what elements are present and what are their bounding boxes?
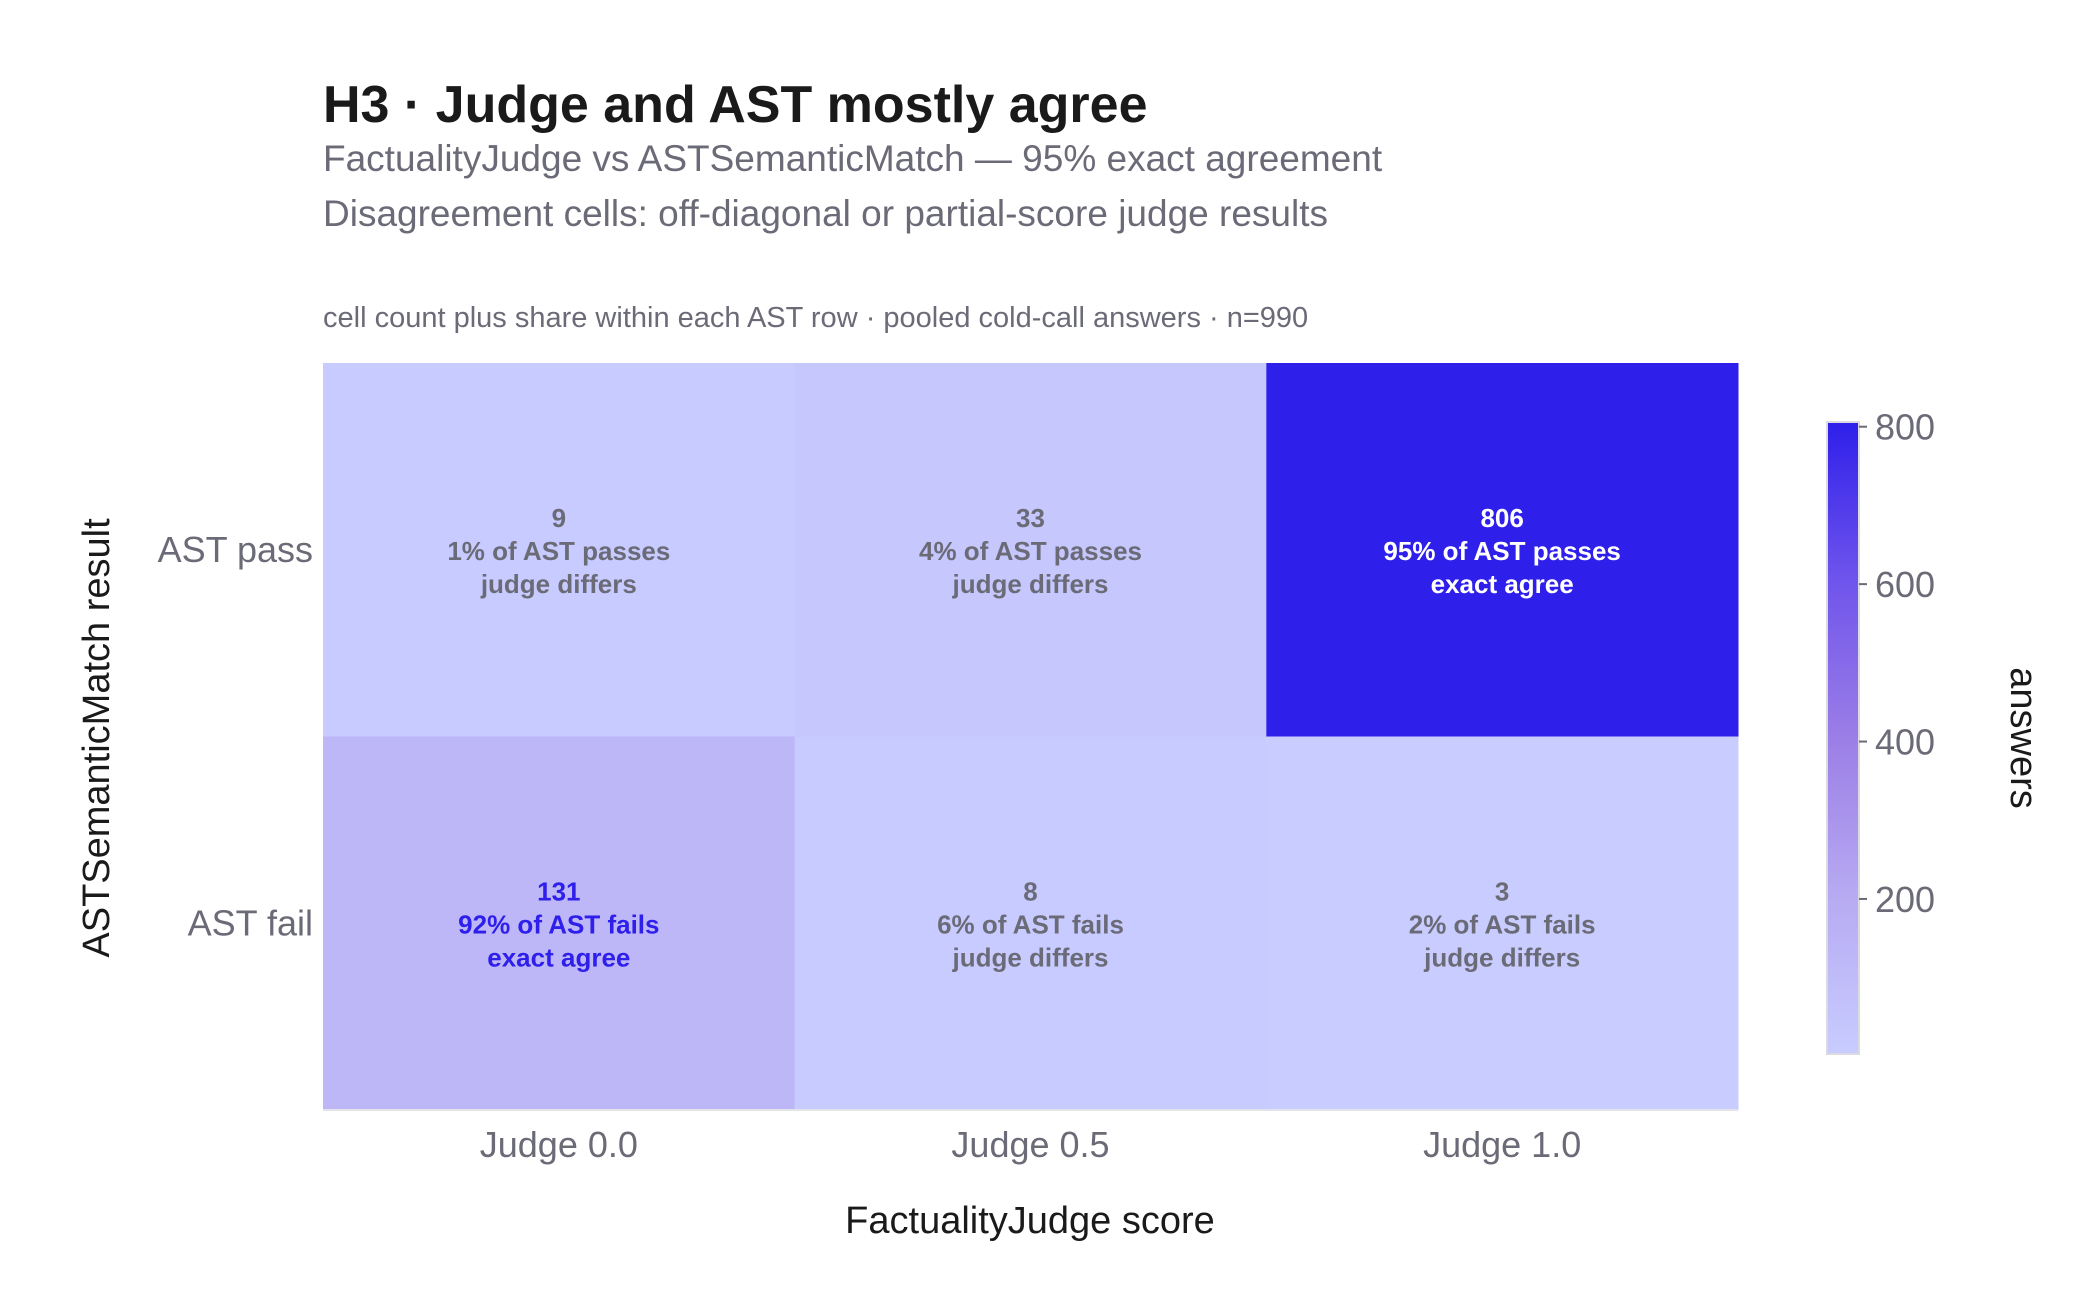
cell-note-r1-c0: exact agree [487, 942, 630, 972]
x-tick-label-1: Judge 0.5 [951, 1124, 1109, 1165]
cell-count-r1-c1: 8 [1023, 876, 1037, 906]
cell-count-r0-c2: 806 [1480, 503, 1523, 533]
cell-share-r1-c2: 2% of AST fails [1409, 909, 1596, 939]
chart-title: H3 · Judge and AST mostly agree [323, 76, 1147, 134]
chart-caption: cell count plus share within each AST ro… [323, 302, 1308, 334]
x-tick-labels: Judge 0.0 Judge 0.5 Judge 1.0 [480, 1124, 1581, 1165]
cell-share-r0-c1: 4% of AST passes [919, 536, 1142, 566]
cell-share-r1-c1: 6% of AST fails [937, 909, 1124, 939]
colorbar-gradient [1826, 421, 1860, 1055]
chart-subtitle-line-2: Disagreement cells: off-diagonal or part… [323, 193, 1328, 234]
heatmap-cell-r1-c1 [794, 736, 1267, 1111]
cell-note-r0-c2: exact agree [1431, 569, 1574, 599]
cell-count-r1-c2: 3 [1495, 876, 1509, 906]
colorbar-tick-label-2: 600 [1875, 564, 1935, 605]
cell-count-r0-c1: 33 [1016, 503, 1045, 533]
heatmap-cell-r0-c2 [1266, 363, 1739, 737]
heatmap-cell-r1-c0 [323, 736, 796, 1111]
colorbar-tick-label-3: 800 [1875, 407, 1935, 448]
cell-note-r1-c2: judge differs [1423, 942, 1580, 972]
heatmap-cell-r0-c1 [794, 363, 1267, 737]
heatmap-cell-r1-c2 [1266, 736, 1739, 1111]
heatmap-cell-r0-c0 [323, 363, 796, 737]
cell-share-r1-c0: 92% of AST fails [458, 909, 659, 939]
x-axis-label: FactualityJudge score [845, 1200, 1215, 1242]
cell-count-r0-c0: 9 [552, 503, 566, 533]
cell-note-r0-c0: judge differs [480, 569, 637, 599]
y-tick-label-0: AST pass [158, 529, 313, 570]
x-tick-label-0: Judge 0.0 [480, 1124, 638, 1165]
colorbar-title: answers [2002, 667, 2044, 809]
cell-count-r1-c0: 131 [537, 876, 580, 906]
cell-note-r0-c1: judge differs [951, 569, 1108, 599]
colorbar-tick-label-1: 400 [1875, 722, 1935, 763]
colorbar: 200 400 600 800 [1826, 407, 1935, 1055]
y-tick-label-1: AST fail [188, 902, 313, 943]
cell-share-r0-c0: 1% of AST passes [447, 536, 670, 566]
colorbar-tick-label-0: 200 [1875, 879, 1935, 920]
cell-note-r1-c1: judge differs [951, 942, 1108, 972]
x-tick-label-2: Judge 1.0 [1423, 1124, 1581, 1165]
y-tick-labels: AST pass AST fail [158, 529, 313, 944]
heatmap-cells [323, 363, 1739, 1111]
y-axis-label: ASTSemanticMatch result [76, 518, 118, 958]
cell-share-r0-c2: 95% of AST passes [1383, 536, 1620, 566]
chart-subtitle-line-1: FactualityJudge vs ASTSemanticMatch — 95… [323, 138, 1383, 179]
